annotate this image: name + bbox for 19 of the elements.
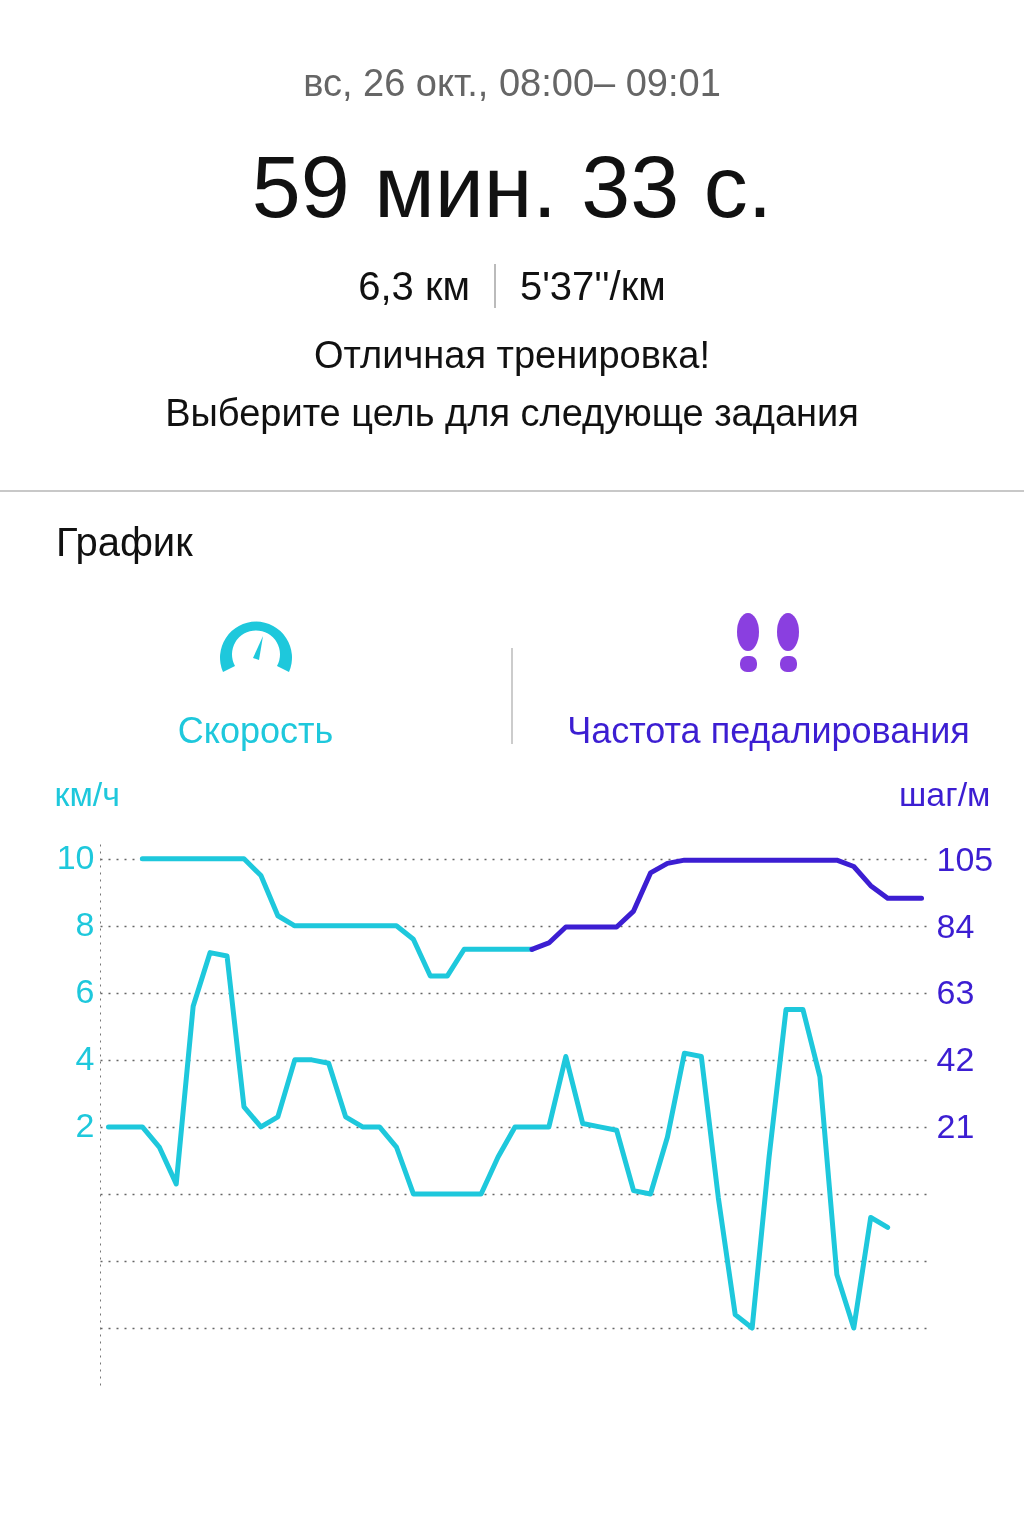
y2-tick-label: 84 (936, 906, 975, 945)
text: Выберите цель для следующе задания (164, 392, 860, 436)
text: вс, 26 окт., 08:00– 09:01 (302, 62, 722, 106)
y2-tick-label: 21 (936, 1107, 975, 1146)
y-tick-label: 8 (75, 905, 95, 944)
text: Отличная тренировка! (312, 334, 712, 378)
y-tick-label: 10 (56, 838, 95, 877)
y-tick-label: 4 (75, 1039, 95, 1078)
text: Частота педалирования (567, 710, 970, 752)
y2-tick-label: 63 (936, 973, 975, 1012)
text: 59 мин. 33 с. (250, 136, 774, 238)
y-tick-label: 2 (75, 1106, 95, 1145)
y-tick-label: 6 (75, 972, 95, 1011)
y2-tick-label: 42 (936, 1040, 975, 1079)
chart-title: График (56, 520, 194, 566)
y2-tick-label: 105 (936, 839, 994, 878)
text: 5'37''/км (519, 263, 666, 309)
text: 6,3 км (358, 263, 470, 309)
legend-label: Скорость (177, 710, 334, 752)
